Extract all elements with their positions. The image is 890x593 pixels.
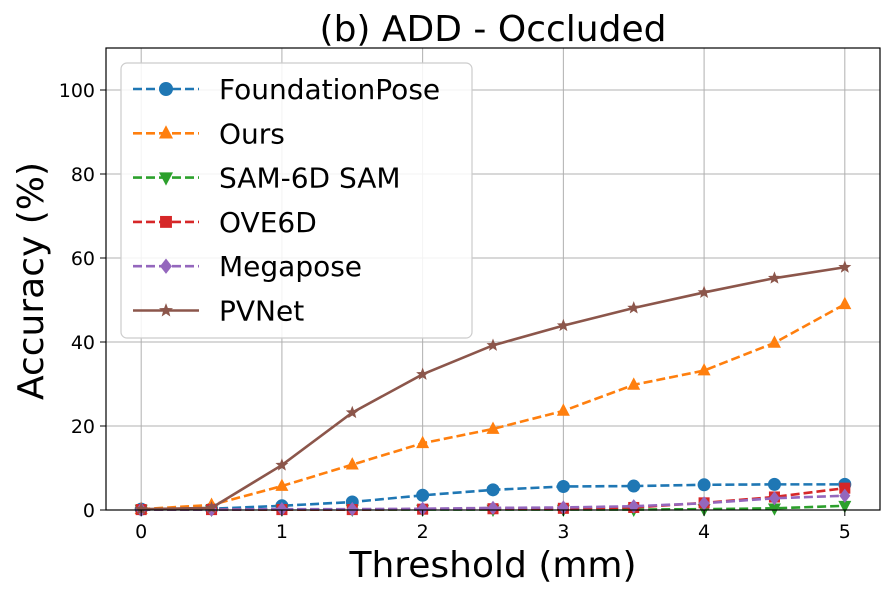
- chart-title: (b) ADD - Occluded: [320, 9, 667, 50]
- legend-marker-ours: [159, 125, 173, 139]
- data-point-foundationpose: [627, 479, 641, 493]
- data-point-ours: [275, 478, 289, 491]
- legend-label-ove6d: OVE6D: [219, 206, 317, 239]
- legend-label-pvnet: PVNet: [219, 295, 304, 328]
- y-tick-label: 60: [71, 248, 95, 270]
- series-layer: [134, 260, 852, 518]
- data-point-ours: [627, 377, 641, 390]
- data-point-ours: [767, 335, 781, 348]
- data-point-megapose: [557, 500, 569, 515]
- data-point-foundationpose: [697, 478, 711, 492]
- data-point-pvnet: [134, 502, 148, 515]
- data-point-megapose: [487, 500, 499, 516]
- data-point-ours: [345, 457, 359, 470]
- legend-label-foundationpose: FoundationPose: [219, 73, 440, 106]
- legend-marker-megapose: [160, 258, 172, 274]
- data-point-pvnet: [275, 458, 289, 471]
- data-point-pvnet: [556, 318, 570, 332]
- x-axis-label: Threshold (mm): [348, 545, 636, 586]
- data-point-pvnet: [486, 338, 500, 351]
- legend-marker-foundationpose: [159, 82, 173, 96]
- legend: FoundationPose Ours SAM-6D SAM OVE6D Megapos…: [120, 62, 473, 339]
- legend-label-ours: Ours: [219, 117, 285, 150]
- x-tick-label: 5: [839, 521, 851, 543]
- x-tick-label: 2: [417, 521, 429, 543]
- series-pvnet: [134, 260, 852, 515]
- data-point-pvnet: [838, 260, 852, 273]
- legend-marker-sam-6d-sam: [159, 172, 173, 186]
- data-point-ours: [556, 403, 570, 416]
- legend-marker-pvnet: [159, 303, 173, 317]
- y-tick-label: 0: [83, 500, 95, 522]
- y-tick-label: 80: [71, 164, 95, 186]
- data-point-pvnet: [627, 301, 641, 314]
- data-point-megapose: [276, 502, 288, 517]
- data-point-pvnet: [697, 285, 711, 298]
- data-point-ours: [486, 421, 500, 434]
- data-point-ours: [416, 435, 430, 449]
- data-point-foundationpose: [486, 483, 500, 497]
- axis-ticks: 0 1 2 3 4 5 0 20 40 60 80 100: [59, 80, 851, 543]
- legend-marker-ove6d: [160, 215, 172, 228]
- x-tick-label: 3: [557, 521, 569, 543]
- plot-frame: [105, 47, 881, 511]
- data-point-megapose: [346, 502, 358, 517]
- x-tick-label: 1: [276, 521, 288, 543]
- y-tick-label: 100: [59, 80, 95, 102]
- data-point-foundationpose: [767, 477, 781, 491]
- data-point-foundationpose: [416, 488, 430, 502]
- data-point-megapose: [839, 488, 851, 503]
- legend-label-megapose: Megapose: [219, 250, 362, 283]
- y-axis-label: Accuracy (%): [11, 162, 52, 400]
- data-point-pvnet: [205, 501, 219, 514]
- data-point-megapose: [698, 496, 710, 511]
- series-line-ours: [141, 303, 846, 511]
- data-point-ours: [697, 363, 711, 376]
- data-point-pvnet: [767, 271, 781, 284]
- data-point-pvnet: [345, 405, 359, 419]
- data-point-megapose: [417, 501, 429, 516]
- legend-box: [120, 62, 473, 339]
- data-point-ours: [838, 296, 852, 310]
- y-tick-label: 20: [71, 416, 95, 438]
- x-tick-label: 0: [135, 521, 147, 543]
- data-point-sam-6d-sam: [838, 500, 852, 514]
- legend-label-sam-6d-sam: SAM-6D SAM: [219, 162, 401, 195]
- data-point-pvnet: [416, 367, 430, 380]
- data-point-foundationpose: [556, 479, 570, 493]
- y-tick-label: 40: [71, 332, 95, 354]
- x-tick-label: 4: [698, 521, 710, 543]
- data-point-ove6d: [839, 482, 851, 494]
- data-point-megapose: [768, 491, 780, 506]
